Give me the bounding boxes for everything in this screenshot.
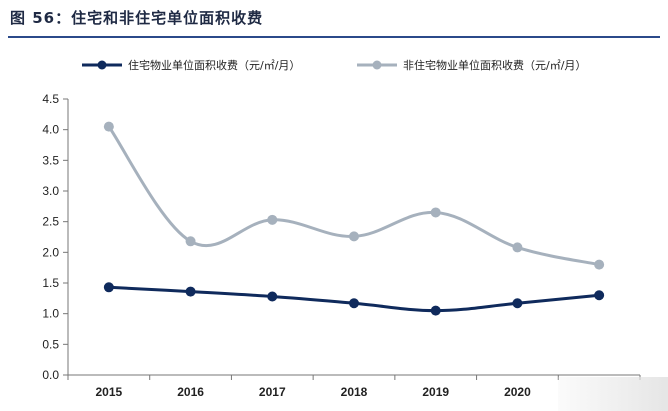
- x-tick-label: 2016: [177, 385, 204, 399]
- y-tick-label: 4.5: [42, 92, 59, 106]
- legend-item-residential: 住宅物业单位面积收费（元/㎡/月）: [80, 55, 300, 75]
- y-tick-label: 1.5: [42, 276, 59, 290]
- y-tick-label: 3.0: [42, 184, 59, 198]
- data-point-residential: [349, 298, 359, 309]
- data-point-residential: [267, 291, 278, 302]
- legend-label-residential: 住宅物业单位面积收费（元/㎡/月）: [128, 59, 301, 72]
- data-point-residential: [594, 290, 605, 301]
- legend-swatch-nonresidential: [357, 60, 397, 70]
- series-line-nonresidential: [107, 125, 600, 267]
- y-tick-label: 1.0: [42, 307, 59, 321]
- title-divider: [8, 36, 660, 38]
- legend-label-nonresidential: 非住宅物业单位面积收费（元/㎡/月）: [403, 59, 587, 72]
- y-tick-label: 4.0: [42, 123, 59, 137]
- data-point-nonresidential: [349, 231, 359, 242]
- x-tick-label: 2018: [341, 385, 368, 399]
- data-point-nonresidential: [512, 242, 523, 253]
- data-point-nonresidential: [594, 259, 605, 270]
- y-tick-label: 0.5: [42, 337, 59, 351]
- chart-series: [103, 121, 605, 316]
- legend-swatch-residential: [82, 60, 122, 70]
- x-tick-label: 2019: [422, 385, 449, 399]
- chart-legend: 住宅物业单位面积收费（元/㎡/月） 非住宅物业单位面积收费（元/㎡/月）: [80, 55, 640, 75]
- data-point-residential: [512, 298, 523, 309]
- data-point-residential: [103, 282, 114, 293]
- data-point-residential: [430, 305, 441, 316]
- x-tick-label: 2020: [504, 385, 531, 399]
- x-tick-label: 2017: [259, 385, 286, 399]
- data-point-nonresidential: [185, 236, 196, 247]
- data-point-nonresidential: [430, 207, 441, 218]
- data-point-nonresidential: [267, 214, 278, 225]
- y-tick-label: 2.0: [42, 245, 59, 259]
- y-tick-label: 3.5: [42, 153, 59, 167]
- y-tick-label: 2.5: [42, 215, 59, 229]
- chart-axes: 0.0 0.5 1.0 1.5 2.0 2.5 3.0 3.5 4.0 4.5 2015 2016 20…: [42, 92, 641, 399]
- watermark-overlay: [558, 377, 668, 411]
- y-tick-label: 0.0: [42, 368, 59, 382]
- data-point-nonresidential: [103, 121, 114, 132]
- legend-item-nonresidential: 非住宅物业单位面积收费（元/㎡/月）: [355, 55, 586, 75]
- data-point-residential: [185, 286, 196, 297]
- x-tick-label: 2015: [96, 385, 123, 399]
- figure-title: 图 56：住宅和非住宅单位面积收费: [10, 9, 264, 27]
